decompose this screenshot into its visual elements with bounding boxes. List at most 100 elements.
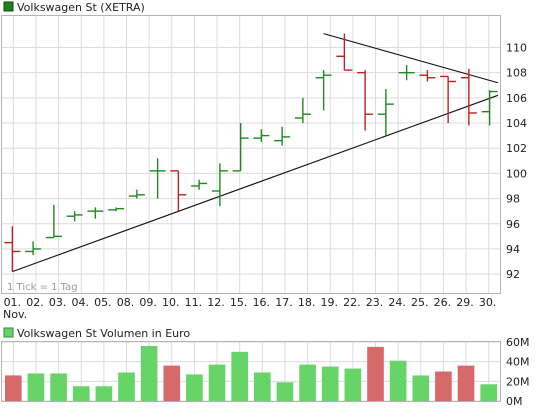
price-x-tick-label: 30. — [479, 296, 497, 309]
volume-y-ticks: 0M 20M 40M 60M — [506, 336, 530, 408]
price-x-tick-label: 12. — [207, 296, 225, 309]
price-grid — [2, 16, 500, 293]
volume-bar — [299, 364, 316, 401]
ohlc-bar — [336, 33, 353, 71]
ohlc-bars — [4, 33, 498, 272]
ohlc-bar — [25, 241, 42, 256]
ohlc-bar — [274, 126, 291, 146]
volume-bar — [435, 371, 452, 401]
price-y-tick-label: 96 — [506, 218, 520, 231]
volume-bar — [208, 364, 226, 401]
price-panel: Volkswagen St (XETRA) 92 94 96 98 100 102 104 1… — [1, 1, 527, 321]
price-x-tick-label: 11. — [185, 296, 203, 309]
ohlc-bar — [4, 226, 21, 272]
ohlc-bar — [419, 70, 436, 82]
volume-bar — [186, 374, 203, 401]
volume-bar — [72, 386, 90, 401]
price-x-tick-label: 17. — [275, 296, 293, 309]
price-y-tick-label: 106 — [506, 92, 527, 105]
price-x-ticks: 01. 02. 03. 04. 05. 08. 09. 10. 11. 12. 15. 16. 17. 1… — [4, 296, 497, 309]
volume-y-tick-label: 0M — [506, 395, 523, 408]
price-x-tick-label: 24. — [388, 296, 406, 309]
ohlc-bar — [460, 68, 477, 126]
volume-bar — [27, 373, 45, 401]
ohlc-bar — [481, 90, 498, 126]
volume-bar — [344, 368, 362, 401]
price-y-tick-label: 102 — [506, 142, 527, 155]
price-x-tick-label: 05. — [94, 296, 112, 309]
tick-note: 1 Tick = 1 Tag — [7, 282, 78, 293]
price-y-tick-label: 104 — [506, 117, 527, 130]
ohlc-bar — [377, 89, 394, 136]
volume-bar — [276, 382, 294, 401]
ohlc-bar — [253, 129, 270, 142]
volume-bar — [118, 372, 135, 401]
ohlc-bar — [315, 70, 332, 111]
ohlc-bar — [232, 123, 249, 172]
price-x-tick-label: 16. — [253, 296, 271, 309]
ohlc-bar — [149, 158, 166, 199]
price-plot-frame — [1, 15, 501, 294]
trendlines — [12, 33, 499, 273]
price-x-tick-label: 23. — [366, 296, 384, 309]
price-x-tick-label: 02. — [26, 296, 44, 309]
price-y-tick-label: 110 — [506, 41, 527, 54]
price-x-tick-label: 26. — [434, 296, 452, 309]
trendline — [323, 33, 499, 84]
volume-bar — [163, 365, 181, 401]
ohlc-bar — [191, 179, 208, 190]
ohlc-bar — [108, 207, 125, 212]
price-x-tick-label: 01. — [4, 296, 22, 309]
price-y-tick-label: 94 — [506, 243, 520, 256]
trendline — [12, 94, 499, 273]
ohlc-bar — [170, 170, 187, 212]
ohlc-bar — [87, 207, 104, 219]
price-x-tick-label: 03. — [49, 296, 67, 309]
volume-panel: Volkswagen St Volumen in Euro 0M 20M 40M 60… — [1, 327, 530, 408]
ohlc-bar — [45, 204, 62, 239]
volume-bars — [5, 345, 497, 401]
volume-y-tick-label: 20M — [506, 375, 530, 388]
price-x-tick-label: 04. — [71, 296, 89, 309]
volume-y-tick-label: 40M — [506, 356, 530, 369]
price-y-ticks: 92 94 96 98 100 102 104 106 108 110 — [506, 41, 527, 281]
price-y-tick-label: 92 — [506, 268, 520, 281]
volume-bar — [457, 365, 475, 401]
price-y-tick-label: 98 — [506, 193, 520, 206]
ohlc-bar — [294, 97, 311, 124]
volume-bar — [231, 351, 248, 401]
price-x-tick-label: 18. — [298, 296, 316, 309]
ohlc-bar — [398, 65, 415, 81]
ohlc-bar — [66, 211, 83, 222]
price-x-tick-label: 09. — [139, 296, 157, 309]
ohlc-bar — [357, 70, 374, 131]
price-x-tick-label: 29. — [456, 296, 474, 309]
volume-bar — [389, 360, 407, 401]
price-x-tick-label: 15. — [230, 296, 248, 309]
volume-legend-swatch — [3, 327, 14, 338]
price-x-tick-label: 25. — [411, 296, 429, 309]
price-y-tick-label: 100 — [506, 167, 527, 180]
volume-bar — [412, 375, 430, 401]
price-legend-swatch — [3, 1, 14, 12]
volume-bar — [254, 372, 271, 401]
volume-bar — [5, 375, 22, 401]
volume-y-tick-label: 60M — [506, 336, 530, 349]
volume-bar — [95, 386, 113, 401]
price-x-tick-label: 22. — [343, 296, 361, 309]
price-x-tick-label: 19. — [320, 296, 338, 309]
price-x-tick-label: 10. — [162, 296, 180, 309]
price-chart-title: Volkswagen St (XETRA) — [17, 1, 145, 14]
ohlc-bar — [128, 189, 145, 199]
volume-plot-frame — [1, 341, 501, 402]
x-month-label: Nov. — [3, 308, 27, 321]
volume-bar — [50, 373, 67, 401]
ohlc-bar — [440, 75, 457, 124]
volume-bar — [140, 345, 158, 401]
price-x-tick-label: 08. — [117, 296, 135, 309]
volume-bar — [321, 366, 339, 401]
volume-bar — [480, 384, 497, 401]
volume-bar — [367, 346, 384, 401]
price-y-tick-label: 108 — [506, 67, 527, 80]
